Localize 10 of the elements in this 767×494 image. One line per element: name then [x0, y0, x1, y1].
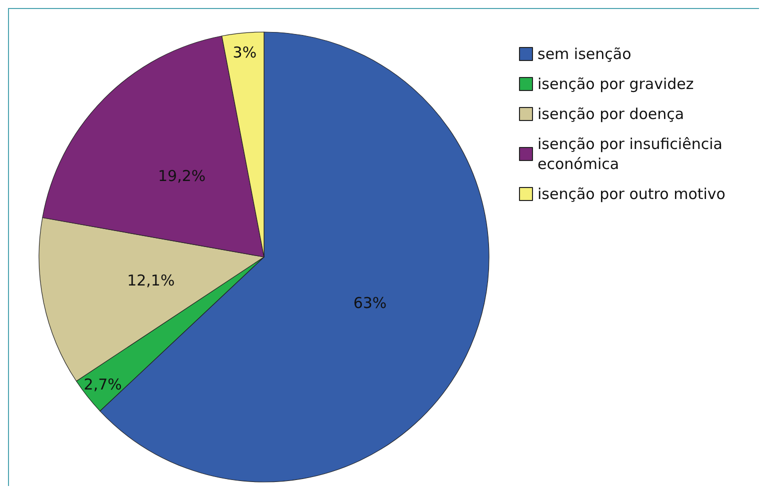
data-label: 63% — [353, 294, 387, 312]
data-label: 3% — [232, 43, 257, 62]
data-label: 12,1% — [127, 271, 175, 290]
legend-label: sem isenção — [538, 45, 632, 63]
legend-label: isenção por insuficiência económica — [538, 135, 728, 173]
legend-label: isenção por doença — [538, 105, 684, 123]
data-label: 19,2% — [158, 166, 206, 185]
legend-label: isenção por outro motivo — [538, 185, 726, 203]
data-label: 2,7% — [84, 375, 122, 394]
legend-label: isenção por gravidez — [538, 75, 694, 93]
